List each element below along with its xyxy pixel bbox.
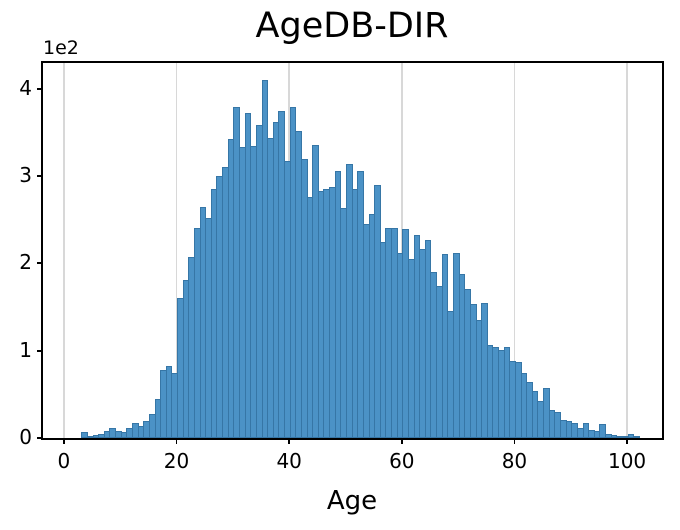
y-tick-mark: [36, 175, 43, 177]
y-tick-label: 2: [19, 250, 32, 275]
x-tick-label: 100: [607, 449, 647, 473]
x-gridline: [513, 62, 516, 438]
x-gridline: [63, 62, 65, 438]
x-tick-mark: [513, 438, 516, 444]
y-tick-mark: [36, 437, 43, 439]
y-tick-label: 1: [19, 337, 32, 362]
y-tick-label: 4: [19, 75, 32, 100]
x-tick-label: 20: [163, 449, 190, 473]
y-axis-offset-label: 1e2: [43, 37, 79, 59]
x-tick-mark: [288, 438, 291, 444]
x-tick-label: 40: [276, 449, 302, 473]
x-gridline: [626, 62, 628, 438]
x-tick-mark: [175, 438, 178, 444]
x-tick-mark: [63, 438, 65, 444]
y-tick-mark: [36, 87, 43, 90]
histogram-bar: [598, 424, 606, 438]
y-tick-mark: [36, 349, 43, 352]
x-tick-label: 0: [57, 449, 71, 473]
histogram-bar: [80, 431, 88, 438]
chart-title: AgeDB-DIR: [255, 6, 449, 46]
histogram-bar: [627, 433, 634, 438]
y-tick-label: 0: [19, 425, 32, 449]
x-tick-mark: [626, 438, 628, 444]
x-tick-label: 80: [501, 449, 528, 473]
x-tick-label: 60: [389, 449, 415, 473]
x-tick-mark: [400, 438, 403, 444]
plot-area: [43, 62, 663, 439]
y-tick-label: 3: [19, 163, 32, 188]
x-gridline: [175, 62, 178, 438]
x-axis-label: Age: [326, 486, 378, 516]
y-tick-mark: [36, 262, 43, 265]
histogram-bar: [632, 436, 640, 439]
